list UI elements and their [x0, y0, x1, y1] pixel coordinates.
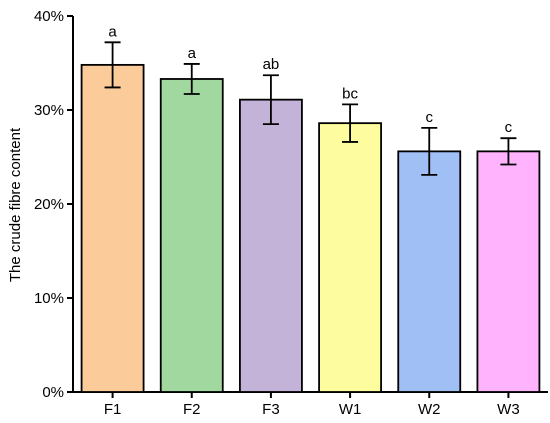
y-tick-label: 10% [34, 290, 64, 307]
x-axis: F1 F2 F3 W1 W2 W3 [73, 391, 548, 418]
significance-labels: a a ab bc c c [108, 23, 512, 136]
y-axis-title: The crude fibre content [7, 127, 24, 282]
significance-label-f2: a [188, 45, 197, 62]
bar-f1 [80, 63, 145, 393]
bar-w2 [397, 150, 462, 393]
x-tick-label: F1 [104, 401, 122, 418]
y-axis: 0% 10% 20% 30% 40% [34, 8, 74, 401]
significance-label-w3: c [505, 119, 513, 136]
bar-f2 [159, 78, 224, 393]
significance-label-w1: bc [342, 85, 358, 102]
x-tick-label: W3 [497, 401, 520, 418]
y-tick-label: 30% [34, 102, 64, 119]
y-tick-label: 0% [42, 384, 64, 401]
significance-label-f1: a [108, 23, 117, 40]
x-tick-label: F3 [262, 401, 280, 418]
error-bars [104, 41, 517, 176]
significance-label-f3: ab [263, 56, 280, 73]
bar-f3 [239, 98, 303, 393]
y-tick-label: 40% [34, 8, 64, 25]
x-tick-label: W1 [339, 401, 362, 418]
x-tick-label: W2 [418, 401, 441, 418]
bar-w1 [318, 122, 382, 393]
y-tick-label: 20% [34, 196, 64, 213]
significance-label-w2: c [426, 109, 434, 126]
bar-w3 [476, 150, 541, 393]
x-tick-label: F2 [183, 401, 201, 418]
bars [80, 63, 541, 393]
